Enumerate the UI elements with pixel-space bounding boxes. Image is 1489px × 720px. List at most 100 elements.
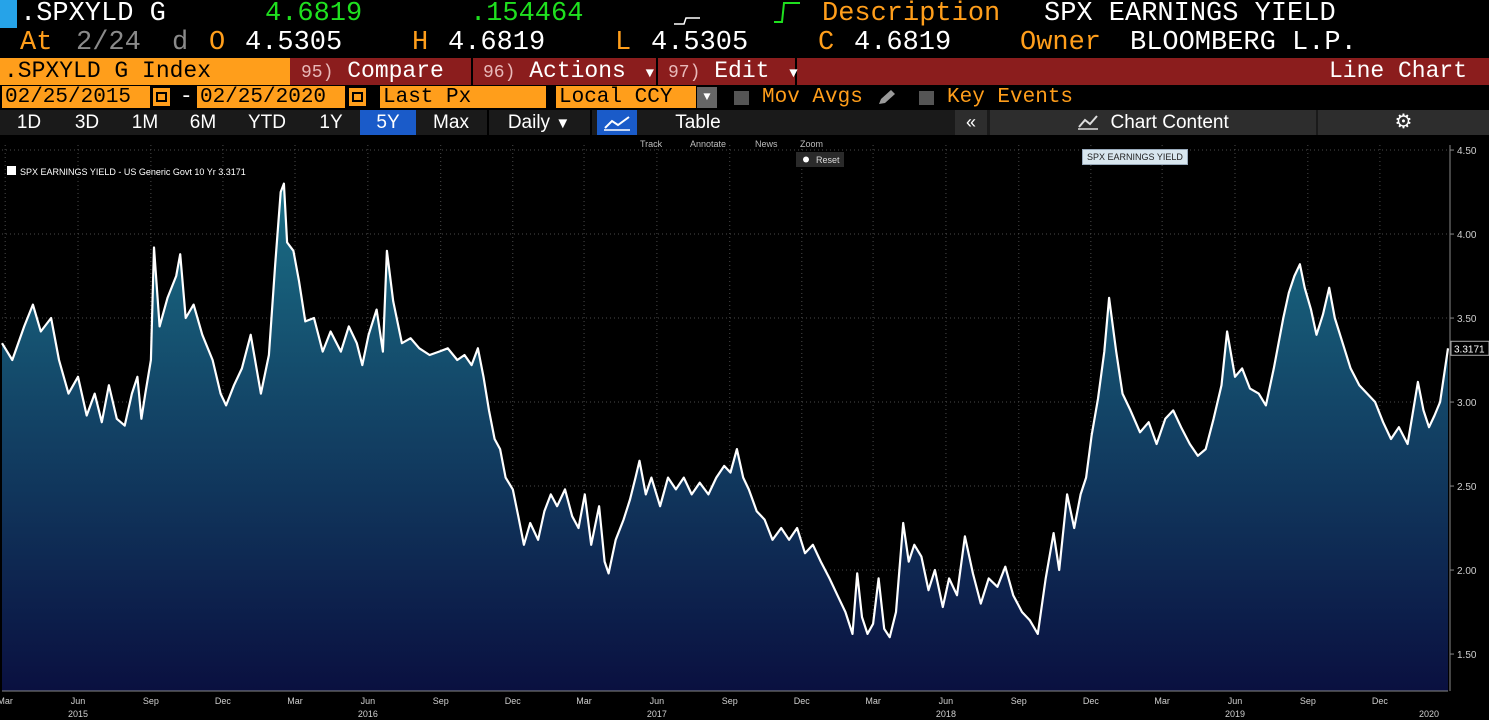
compare-num: 95) (301, 63, 334, 83)
tab-ytd[interactable]: YTD (248, 112, 286, 133)
year-label: 2017 (647, 709, 667, 719)
net-change: .154464 (470, 0, 584, 29)
start-date-input[interactable]: 02/25/2015 (2, 86, 150, 109)
y-tick-label: 2.50 (1457, 482, 1477, 493)
zoom-button[interactable]: Zoom (800, 139, 823, 149)
edit-button[interactable]: 97) Edit ▼ (660, 58, 798, 85)
y-tick-label: 1.50 (1457, 650, 1477, 661)
chevron-down-icon: ▼ (789, 66, 798, 82)
y-tick-label: 4.50 (1457, 146, 1477, 157)
security-field[interactable]: .SPXYLD G Index (0, 58, 290, 85)
low-value: 4.5305 (651, 28, 749, 58)
actions-num: 96) (483, 63, 516, 83)
x-tick-label: Dec (794, 696, 811, 706)
chart-content-label: Chart Content (1110, 112, 1229, 133)
last-value-label: 3.3171 (1454, 344, 1485, 355)
date-separator: - (180, 86, 193, 109)
description-label: Description (822, 0, 1001, 29)
x-tick-label: Mar (287, 696, 303, 706)
mov-avgs-label[interactable]: Mov Avgs (762, 86, 863, 109)
x-tick-label: Jun (939, 696, 954, 706)
end-date-input[interactable]: 02/25/2020 (197, 86, 345, 109)
header-row-1: .SPXYLD G 4.6819 .154464 Description SPX… (0, 0, 1489, 29)
description-tooltip: SPX EARNINGS YIELD (1082, 149, 1188, 165)
last-value-box (1450, 340, 1489, 356)
ticker[interactable]: .SPXYLD G (20, 0, 166, 29)
x-tick-label: Dec (215, 696, 232, 706)
tab-max[interactable]: Max (433, 112, 469, 133)
series-area (2, 183, 1448, 691)
at-date: 2/24 (76, 28, 141, 58)
frequency-label: Daily (507, 112, 551, 133)
tab-6m[interactable]: 6M (189, 112, 217, 133)
at-label: At (20, 28, 53, 58)
year-label: 2015 (68, 709, 88, 719)
calendar-icon[interactable] (349, 88, 366, 106)
double-chevron-left-icon[interactable]: « (955, 110, 987, 135)
chevron-down-icon: ▼ (555, 115, 571, 132)
reset-button[interactable] (796, 152, 844, 167)
range-bar: 02/25/2015 - 02/25/2020 Last Px Local CC… (0, 86, 1489, 110)
x-tick-label: Jun (650, 696, 665, 706)
edit-label: Edit (714, 58, 770, 84)
divider (487, 110, 489, 135)
owner-value: BLOOMBERG L.P. (1130, 28, 1357, 58)
key-events-checkbox[interactable] (919, 91, 934, 105)
chart-content-button[interactable]: Chart Content (990, 110, 1316, 135)
annotate-button[interactable]: Annotate (690, 139, 726, 149)
actions-button[interactable]: 96) Actions ▼ (475, 58, 658, 85)
at-suffix: d (172, 28, 189, 58)
x-tick-label: Sep (1011, 696, 1027, 706)
key-events-label[interactable]: Key Events (947, 86, 1074, 109)
x-tick-label: Mar (576, 696, 592, 706)
gear-icon[interactable]: ⚙ (1318, 110, 1489, 135)
x-tick-label: Sep (1300, 696, 1316, 706)
tab-1y[interactable]: 1Y (319, 112, 343, 133)
year-label: 2016 (358, 709, 378, 719)
security-indicator (0, 0, 17, 28)
x-tick-label: Sep (722, 696, 738, 706)
line-chart-icon[interactable] (597, 110, 637, 135)
compare-button[interactable]: 95) Compare (293, 58, 473, 85)
x-tick-label: Jun (1228, 696, 1243, 706)
x-tick-label: Jun (361, 696, 376, 706)
series-line (1, 182, 1450, 639)
mov-avgs-checkbox[interactable] (734, 91, 749, 105)
x-tick-label: Mar (865, 696, 881, 706)
chart-area[interactable]: 4.50 4.00 3.50 3.00 2.50 2.00 1.50 3.3171 Mar Jun… (0, 135, 1489, 720)
chevron-down-icon[interactable]: ▼ (697, 87, 717, 108)
field-select[interactable]: Last Px (380, 86, 546, 109)
compare-label: Compare (347, 58, 444, 84)
year-label: 2019 (1225, 709, 1245, 719)
mini-trend-icon (674, 17, 700, 25)
x-tick-label: Dec (1372, 696, 1389, 706)
legend-swatch (7, 166, 16, 175)
calendar-icon[interactable] (153, 88, 170, 106)
table-button[interactable]: Table (675, 112, 721, 133)
currency-select[interactable]: Local CCY (556, 86, 696, 109)
pencil-icon[interactable] (876, 89, 898, 107)
actions-label: Actions (529, 58, 626, 84)
tab-5y[interactable]: 5Y (360, 110, 416, 135)
tab-3d[interactable]: 3D (74, 112, 100, 133)
tab-1m[interactable]: 1M (131, 112, 159, 133)
year-label: 2018 (936, 709, 956, 719)
period-toolbar: 1D 3D 1M 6M YTD 1Y 5Y Max Daily ▼ Table … (0, 110, 1489, 135)
y-tick-label: 3.00 (1457, 398, 1477, 409)
low-label: L (615, 28, 632, 58)
header-row-2: At 2/24 d O 4.5305 H 4.6819 L 4.5305 C 4… (0, 29, 1489, 57)
track-button[interactable]: Track (640, 139, 663, 149)
x-tick-label: Jun (71, 696, 86, 706)
uptick-icon (774, 2, 800, 23)
legend-entry: SPX EARNINGS YIELD - US Generic Govt 10 … (20, 167, 246, 177)
reset-label: Reset (816, 155, 840, 165)
tab-1d[interactable]: 1D (16, 112, 42, 133)
last-price: 4.6819 (265, 0, 363, 29)
edit-num: 97) (668, 63, 701, 83)
x-tick-label: Sep (433, 696, 449, 706)
reset-icon (803, 156, 809, 163)
news-button[interactable]: News (755, 139, 778, 149)
high-value: 4.6819 (448, 28, 546, 58)
frequency-select[interactable]: Daily ▼ (489, 110, 589, 135)
chart-type-title: Line Chart (1328, 58, 1467, 84)
